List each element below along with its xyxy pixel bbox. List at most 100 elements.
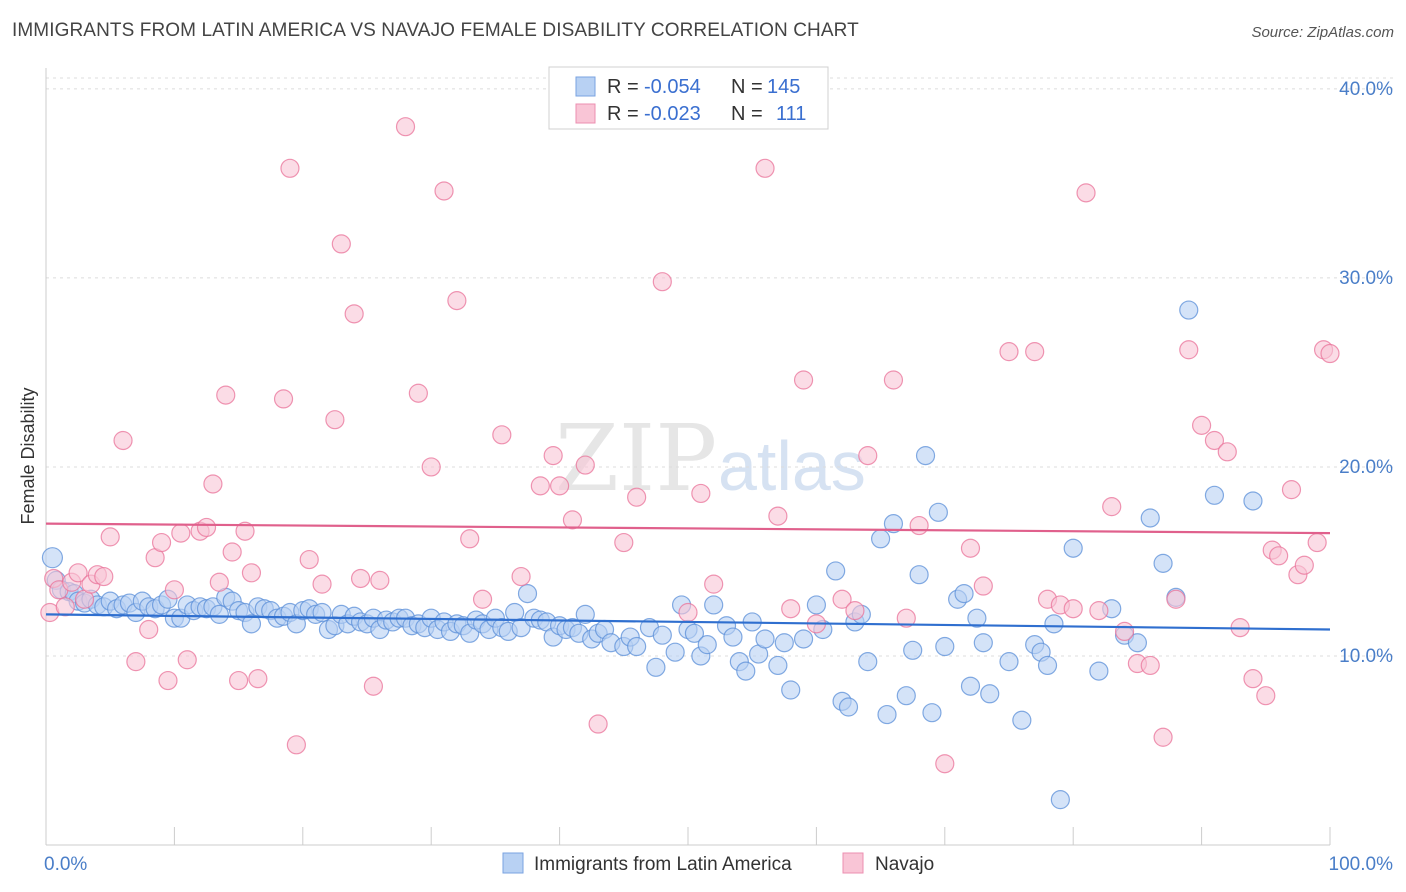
navajo-point-91 — [1204, 430, 1225, 451]
navajo-point-16 — [158, 670, 178, 691]
immigrants-point-93 — [646, 657, 666, 677]
x-tick-labels: 0.0% 100.0% — [44, 854, 1393, 875]
immigrants-point-134 — [967, 608, 987, 628]
navajo-point-81 — [1076, 183, 1096, 203]
navajo-point-62 — [755, 158, 775, 178]
navajo-point-12 — [126, 652, 146, 672]
legend-n-value-2: 111 — [776, 103, 806, 125]
immigrants-point-101 — [704, 595, 724, 615]
navajo-point-11 — [113, 430, 133, 451]
navajo-point-28 — [241, 563, 262, 583]
navajo-point-83 — [1102, 497, 1122, 517]
legend-n-label-2: N = — [731, 103, 763, 125]
navajo-point-39 — [363, 676, 384, 696]
navajo-point-89 — [1179, 340, 1199, 360]
navajo-point-23 — [209, 572, 229, 592]
navajo-point-34 — [312, 574, 332, 594]
navajo-point-63 — [768, 506, 788, 526]
navajo-point-5 — [68, 563, 88, 583]
navajo-point-35 — [325, 410, 345, 430]
navajo-point-60 — [691, 483, 711, 504]
immigrants-point-143 — [1050, 790, 1070, 810]
navajo-point-43 — [421, 457, 441, 477]
navajo-point-15 — [151, 532, 172, 553]
legend-r-value-1: -0.054 — [644, 76, 701, 98]
series-immigrants-points — [41, 300, 1263, 810]
immigrants-point-75 — [517, 583, 538, 604]
chart-title: IMMIGRANTS FROM LATIN AMERICA VS NAVAJO … — [12, 20, 859, 41]
immigrants-point-122 — [877, 704, 897, 725]
navajo-point-46 — [460, 529, 480, 549]
navajo-point-98 — [1281, 480, 1302, 500]
navajo-point-82 — [1089, 601, 1109, 621]
immigrants-point-149 — [1140, 508, 1160, 528]
legend-r-label-2: R = — [607, 103, 639, 125]
navajo-point-70 — [883, 370, 904, 390]
navajo-point-67 — [832, 589, 852, 609]
navajo-point-44 — [434, 181, 454, 201]
immigrants-point-150 — [1153, 553, 1173, 573]
navajo-point-80 — [1063, 599, 1083, 619]
immigrants-point-144 — [1063, 538, 1083, 558]
immigrants-point-154 — [1243, 491, 1263, 511]
immigrants-point-124 — [896, 686, 916, 706]
navajo-trend-line — [45, 522, 1331, 535]
navajo-point-74 — [960, 538, 981, 558]
immigrants-point-127 — [915, 446, 936, 466]
navajo-point-19 — [177, 650, 197, 670]
immigrants-point-121 — [870, 529, 891, 549]
immigrants-point-129 — [928, 502, 948, 522]
legend-n-label-1: N = — [731, 76, 763, 98]
immigrants-point-74 — [511, 618, 531, 638]
source-label: Source: ZipAtlas.com — [1251, 24, 1394, 41]
navajo-point-64 — [781, 599, 801, 619]
trend-lines — [45, 522, 1331, 631]
navajo-point-58 — [652, 272, 672, 292]
axes — [45, 68, 1331, 846]
immigrants-point-27 — [209, 604, 229, 624]
navajo-point-10 — [100, 527, 120, 547]
navajo-point-59 — [678, 602, 698, 623]
navajo-point-22 — [203, 474, 223, 494]
immigrants-point-153 — [1204, 485, 1225, 505]
navajo-point-25 — [222, 542, 242, 562]
navajo-point-100 — [1294, 555, 1314, 575]
immigrants-point-141 — [1037, 655, 1058, 676]
immigrants-point-137 — [999, 652, 1019, 672]
series-navajo-points — [40, 117, 1340, 774]
immigrants-point-123 — [883, 514, 904, 534]
navajo-point-30 — [273, 389, 294, 409]
navajo-point-103 — [1320, 343, 1340, 364]
y-tick-label-0: 10.0% — [1339, 646, 1393, 667]
navajo-point-40 — [370, 570, 390, 590]
navajo-point-32 — [286, 735, 306, 755]
immigrants-point-117 — [838, 697, 859, 717]
immigrants-point-32 — [241, 614, 262, 634]
navajo-point-18 — [171, 523, 191, 543]
navajo-point-69 — [858, 446, 878, 466]
bottom-legend-swatch-immigrants — [502, 852, 524, 874]
navajo-point-50 — [530, 476, 550, 496]
navajo-point-95 — [1256, 686, 1276, 706]
navajo-point-92 — [1217, 442, 1237, 462]
watermark: ZIP atlas — [555, 405, 866, 512]
navajo-point-41 — [395, 117, 416, 137]
navajo-point-72 — [909, 515, 929, 536]
y-axis-label: Female Disability — [18, 387, 38, 524]
navajo-point-26 — [229, 670, 249, 691]
immigrants-point-112 — [793, 629, 814, 649]
bottom-legend-immigrants: Immigrants from Latin America — [534, 854, 792, 875]
watermark-atlas: atlas — [718, 427, 866, 505]
navajo-point-38 — [350, 568, 371, 589]
immigrants-point-133 — [960, 676, 981, 696]
navajo-point-68 — [845, 601, 865, 621]
x-tick-label-0: 0.0% — [44, 854, 87, 875]
immigrants-trend-line — [45, 613, 1331, 631]
immigrants-point-126 — [909, 565, 929, 585]
immigrants-point-148 — [1127, 633, 1148, 653]
navajo-point-36 — [331, 234, 351, 254]
immigrants-point-142 — [1044, 614, 1064, 634]
immigrants-point-103 — [723, 627, 743, 647]
legend-r-label-1: R = — [607, 76, 639, 98]
